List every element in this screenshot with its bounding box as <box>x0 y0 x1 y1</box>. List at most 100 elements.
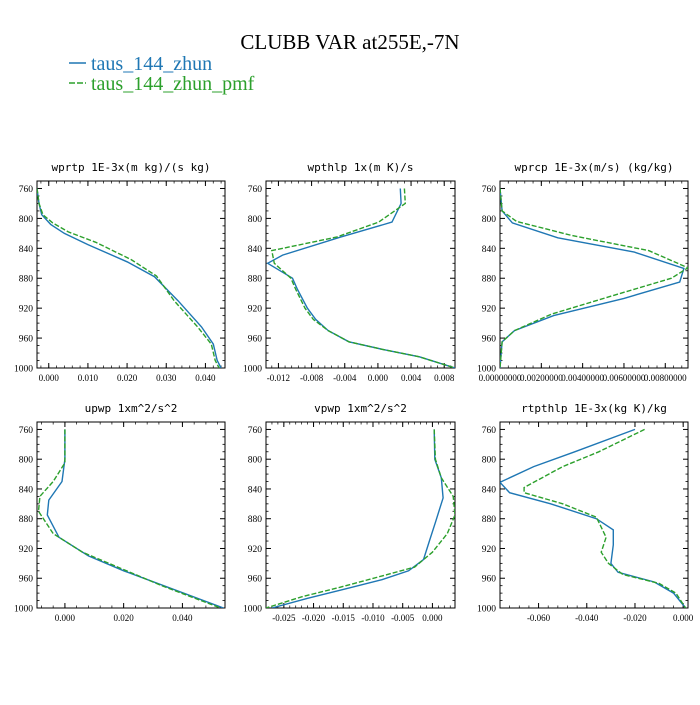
y-tick-label: 760 <box>19 426 34 436</box>
y-tick-label: 800 <box>248 456 263 466</box>
plot-frame <box>499 421 689 609</box>
x-tick-label: 0.00000000 <box>479 373 522 383</box>
y-tick-label: 880 <box>248 515 263 525</box>
y-tick-label: 960 <box>482 335 497 345</box>
y-tick-label: 840 <box>248 485 263 495</box>
x-tick-label: 0.000 <box>673 613 694 623</box>
x-tick-label: 0.040 <box>172 613 193 623</box>
y-tick-label: 800 <box>482 456 497 466</box>
x-tick-label: -0.040 <box>575 613 599 623</box>
plot-frame <box>265 180 456 369</box>
y-tick-label: 760 <box>248 185 263 195</box>
y-tick-label: 880 <box>248 275 263 285</box>
x-tick-label: 0.030 <box>156 373 177 383</box>
x-tick-label: -0.060 <box>527 613 551 623</box>
x-tick-label: 0.020 <box>117 373 138 383</box>
y-tick-label: 880 <box>482 515 497 525</box>
x-tick-label: -0.005 <box>391 613 415 623</box>
panel-title: wpthlp 1x(m K)/s <box>308 161 414 174</box>
series-line-2 <box>523 428 687 608</box>
y-tick-label: 1000 <box>243 605 262 615</box>
y-tick-label: 760 <box>19 185 34 195</box>
panel-5: vpwp 1xm^2/s^2 760 800 840 880 920 960 1000 -0.0… <box>243 402 456 623</box>
x-tick-label: -0.015 <box>332 613 356 623</box>
panel-3: wprcp 1E-3x(m/s) (kg/kg) 760 800 840 880 920 9… <box>477 161 689 383</box>
panel-1: wprtp 1E-3x(m kg)/(s kg) 760 800 840 880 920 9… <box>14 161 226 383</box>
y-tick-label: 840 <box>482 245 497 255</box>
y-tick-label: 920 <box>482 545 497 555</box>
x-tick-label: -0.020 <box>302 613 326 623</box>
y-tick-label: 760 <box>482 426 497 436</box>
x-tick-label: -0.008 <box>300 373 324 383</box>
y-tick-label: 880 <box>19 515 34 525</box>
y-tick-label: 760 <box>482 185 497 195</box>
figure-title: CLUBB VAR at255E,-7N <box>240 30 459 54</box>
legend: taus_144_zhun taus_144_zhun_pmf <box>69 53 255 95</box>
y-tick-label: 800 <box>482 215 497 225</box>
panel-title: wprcp 1E-3x(m/s) (kg/kg) <box>515 161 674 174</box>
y-tick-label: 1000 <box>477 605 496 615</box>
x-tick-label: -0.004 <box>333 373 357 383</box>
x-tick-label: 0.00600000 <box>603 373 646 383</box>
x-tick-label: -0.010 <box>361 613 385 623</box>
y-tick-label: 960 <box>19 335 34 345</box>
plot-frame <box>36 421 226 609</box>
plot-frame <box>499 180 689 369</box>
panel-title: upwp 1xm^2/s^2 <box>85 402 178 415</box>
y-tick-label: 960 <box>248 575 263 585</box>
series-line-2 <box>500 188 688 368</box>
panel-title: rtpthlp 1E-3x(kg K)/kg <box>521 402 667 415</box>
x-tick-label: 0.00400000 <box>561 373 604 383</box>
y-tick-label: 760 <box>248 426 263 436</box>
y-tick-label: 1000 <box>243 365 262 375</box>
x-tick-label: 0.000 <box>422 613 443 623</box>
y-tick-label: 880 <box>19 275 34 285</box>
y-tick-label: 920 <box>248 305 263 315</box>
x-tick-label: 0.000 <box>39 373 60 383</box>
y-tick-label: 920 <box>248 545 263 555</box>
x-tick-label: 0.00800000 <box>644 373 687 383</box>
panel-title: wprtp 1E-3x(m kg)/(s kg) <box>52 161 211 174</box>
legend-label-1: taus_144_zhun <box>91 53 212 75</box>
panel-title: vpwp 1xm^2/s^2 <box>314 402 407 415</box>
y-tick-label: 1000 <box>14 365 33 375</box>
x-tick-label: 0.020 <box>114 613 135 623</box>
y-tick-label: 920 <box>19 305 34 315</box>
y-tick-label: 920 <box>482 305 497 315</box>
legend-label-2: taus_144_zhun_pmf <box>91 73 255 95</box>
x-tick-label: 0.000 <box>368 373 389 383</box>
y-tick-label: 1000 <box>477 365 496 375</box>
plot-frame <box>265 421 456 609</box>
y-tick-label: 800 <box>19 456 34 466</box>
x-tick-label: 0.004 <box>401 373 422 383</box>
y-tick-label: 840 <box>19 245 34 255</box>
series-line-2 <box>37 429 221 608</box>
series-line-2 <box>266 429 455 608</box>
plot-frame <box>36 180 226 369</box>
series-line-2 <box>270 188 455 368</box>
x-tick-label: -0.020 <box>623 613 647 623</box>
panels: wprtp 1E-3x(m kg)/(s kg) 760 800 840 880 920 9… <box>14 161 694 623</box>
panel-4: upwp 1xm^2/s^2 760 800 840 880 920 960 1000 0.00… <box>14 402 226 623</box>
x-tick-label: -0.025 <box>272 613 296 623</box>
y-tick-label: 920 <box>19 545 34 555</box>
x-tick-label: -0.012 <box>267 373 290 383</box>
series-line-2 <box>37 188 220 368</box>
x-tick-label: 0.010 <box>78 373 99 383</box>
y-tick-label: 960 <box>248 335 263 345</box>
y-tick-label: 800 <box>248 215 263 225</box>
y-tick-label: 800 <box>19 215 34 225</box>
y-tick-label: 960 <box>19 575 34 585</box>
y-tick-label: 840 <box>482 485 497 495</box>
series-line-1 <box>37 188 222 368</box>
x-tick-label: 0.000 <box>55 613 76 623</box>
panel-2: wpthlp 1x(m K)/s 760 800 840 880 920 960 1000 -0… <box>243 161 456 383</box>
y-tick-label: 880 <box>482 275 497 285</box>
y-tick-label: 840 <box>248 245 263 255</box>
x-tick-label: 0.00200000 <box>520 373 563 383</box>
y-tick-label: 960 <box>482 575 497 585</box>
y-tick-label: 1000 <box>14 605 33 615</box>
y-tick-label: 840 <box>19 485 34 495</box>
